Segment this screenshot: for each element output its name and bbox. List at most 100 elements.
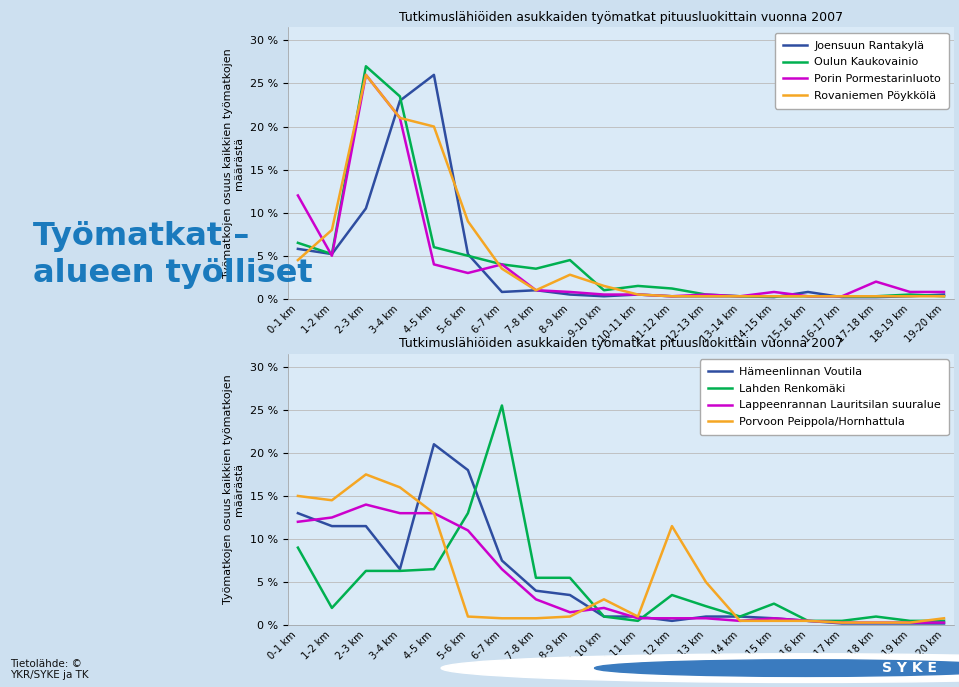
Lappeenrannan Lauritsilan suuralue xyxy=(735,617,746,625)
Lahden Renkomäki xyxy=(803,617,814,625)
Joensuun Rantakylä xyxy=(667,292,678,300)
Joensuun Rantakylä xyxy=(836,293,848,301)
Lahden Renkomäki xyxy=(394,567,406,575)
Lappeenrannan Lauritsilan suuralue xyxy=(598,604,610,612)
Legend: Hämeenlinnan Voutila, Lahden Renkomäki, Lappeenrannan Lauritsilan suuralue, Porv: Hämeenlinnan Voutila, Lahden Renkomäki, … xyxy=(700,359,948,435)
Rovaniemen Pöykkölä xyxy=(394,114,406,122)
Oulun Kaukovainio xyxy=(292,238,304,247)
Hämeenlinnan Voutila xyxy=(530,587,542,595)
Hämeenlinnan Voutila xyxy=(428,440,439,449)
Porin Pormestarinluoto xyxy=(870,278,881,286)
Porin Pormestarinluoto xyxy=(598,291,610,299)
Rovaniemen Pöykkölä xyxy=(836,292,848,300)
Hämeenlinnan Voutila xyxy=(394,565,406,573)
Porvoon Peippola/Hornhattula xyxy=(735,617,746,625)
Porvoon Peippola/Hornhattula xyxy=(394,483,406,491)
Porvoon Peippola/Hornhattula xyxy=(938,614,949,622)
Rovaniemen Pöykkölä xyxy=(598,282,610,290)
Porin Pormestarinluoto xyxy=(836,292,848,300)
Joensuun Rantakylä xyxy=(462,250,474,258)
Lappeenrannan Lauritsilan suuralue xyxy=(768,614,780,622)
Hämeenlinnan Voutila xyxy=(632,612,643,620)
Porvoon Peippola/Hornhattula xyxy=(496,614,507,622)
Y-axis label: Työmatkojen osuus kaikkien työmatkojen
määrästä: Työmatkojen osuus kaikkien työmatkojen m… xyxy=(222,374,245,605)
Rovaniemen Pöykkölä xyxy=(292,256,304,264)
Joensuun Rantakylä xyxy=(870,293,881,301)
Porvoon Peippola/Hornhattula xyxy=(768,617,780,625)
Lappeenrannan Lauritsilan suuralue xyxy=(564,608,575,616)
Oulun Kaukovainio xyxy=(904,291,916,299)
Lappeenrannan Lauritsilan suuralue xyxy=(462,526,474,534)
Porvoon Peippola/Hornhattula xyxy=(361,471,372,479)
Oulun Kaukovainio xyxy=(870,292,881,300)
Oulun Kaukovainio xyxy=(361,62,372,70)
Rovaniemen Pöykkölä xyxy=(735,292,746,300)
Joensuun Rantakylä xyxy=(735,292,746,300)
Hämeenlinnan Voutila xyxy=(292,509,304,517)
Joensuun Rantakylä xyxy=(938,291,949,299)
Line: Oulun Kaukovainio: Oulun Kaukovainio xyxy=(298,66,944,296)
Porin Pormestarinluoto xyxy=(361,71,372,79)
Lahden Renkomäki xyxy=(632,617,643,625)
Porin Pormestarinluoto xyxy=(530,286,542,294)
Porin Pormestarinluoto xyxy=(564,288,575,296)
Porvoon Peippola/Hornhattula xyxy=(700,578,712,586)
Oulun Kaukovainio xyxy=(530,264,542,273)
Line: Rovaniemen Pöykkölä: Rovaniemen Pöykkölä xyxy=(298,75,944,296)
Oulun Kaukovainio xyxy=(735,292,746,300)
Legend: Joensuun Rantakylä, Oulun Kaukovainio, Porin Pormestarinluoto, Rovaniemen Pöykkö: Joensuun Rantakylä, Oulun Kaukovainio, P… xyxy=(775,33,948,109)
Porvoon Peippola/Hornhattula xyxy=(632,612,643,620)
Text: Tietolähde: ©
YKR/SYKE ja TK: Tietolähde: © YKR/SYKE ja TK xyxy=(10,659,88,680)
Rovaniemen Pöykkölä xyxy=(938,292,949,300)
Line: Lahden Renkomäki: Lahden Renkomäki xyxy=(298,405,944,621)
Lahden Renkomäki xyxy=(530,574,542,582)
Lappeenrannan Lauritsilan suuralue xyxy=(428,509,439,517)
Rovaniemen Pöykkölä xyxy=(428,122,439,131)
Oulun Kaukovainio xyxy=(836,292,848,300)
Lappeenrannan Lauritsilan suuralue xyxy=(700,614,712,622)
Hämeenlinnan Voutila xyxy=(667,617,678,625)
Joensuun Rantakylä xyxy=(803,288,814,296)
Lahden Renkomäki xyxy=(564,574,575,582)
Oulun Kaukovainio xyxy=(768,292,780,300)
Porin Pormestarinluoto xyxy=(292,192,304,200)
Porin Pormestarinluoto xyxy=(428,260,439,269)
Lappeenrannan Lauritsilan suuralue xyxy=(496,565,507,573)
Oulun Kaukovainio xyxy=(803,292,814,300)
Lahden Renkomäki xyxy=(462,509,474,517)
Hämeenlinnan Voutila xyxy=(462,466,474,474)
Joensuun Rantakylä xyxy=(768,293,780,301)
Rovaniemen Pöykkölä xyxy=(632,291,643,299)
Line: Porin Pormestarinluoto: Porin Pormestarinluoto xyxy=(298,75,944,296)
Lahden Renkomäki xyxy=(326,604,338,612)
Joensuun Rantakylä xyxy=(496,288,507,296)
Lappeenrannan Lauritsilan suuralue xyxy=(870,618,881,627)
Title: Tutkimuslähiöiden asukkaiden työmatkat pituusluokittain vuonna 2007: Tutkimuslähiöiden asukkaiden työmatkat p… xyxy=(399,10,843,23)
Joensuun Rantakylä xyxy=(394,97,406,105)
Rovaniemen Pöykkölä xyxy=(326,226,338,234)
Hämeenlinnan Voutila xyxy=(361,522,372,530)
Lahden Renkomäki xyxy=(667,591,678,599)
Porvoon Peippola/Hornhattula xyxy=(904,618,916,627)
Lahden Renkomäki xyxy=(870,612,881,620)
Hämeenlinnan Voutila xyxy=(326,522,338,530)
Line: Joensuun Rantakylä: Joensuun Rantakylä xyxy=(298,75,944,297)
Porvoon Peippola/Hornhattula xyxy=(564,612,575,620)
Lahden Renkomäki xyxy=(292,543,304,552)
Rovaniemen Pöykkölä xyxy=(700,292,712,300)
Porvoon Peippola/Hornhattula xyxy=(462,612,474,620)
Rovaniemen Pöykkölä xyxy=(564,271,575,279)
Joensuun Rantakylä xyxy=(361,204,372,212)
Rovaniemen Pöykkölä xyxy=(361,71,372,79)
Rovaniemen Pöykkölä xyxy=(768,292,780,300)
Porin Pormestarinluoto xyxy=(496,260,507,269)
Porin Pormestarinluoto xyxy=(667,292,678,300)
Porin Pormestarinluoto xyxy=(768,288,780,296)
Porvoon Peippola/Hornhattula xyxy=(292,492,304,500)
Lappeenrannan Lauritsilan suuralue xyxy=(326,513,338,521)
Hämeenlinnan Voutila xyxy=(598,612,610,620)
Hämeenlinnan Voutila xyxy=(904,619,916,627)
Oulun Kaukovainio xyxy=(938,292,949,300)
Joensuun Rantakylä xyxy=(530,286,542,294)
Lappeenrannan Lauritsilan suuralue xyxy=(836,618,848,627)
